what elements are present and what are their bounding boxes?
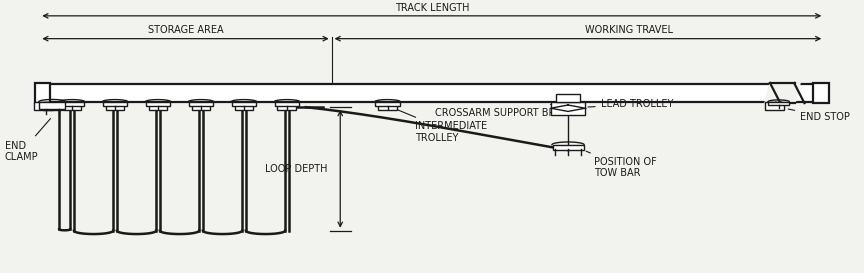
Bar <box>146 102 170 106</box>
Text: TRACK LENGTH: TRACK LENGTH <box>395 3 469 13</box>
Bar <box>559 102 577 110</box>
Bar <box>60 102 85 106</box>
Text: INTERMEDIATE
TROLLEY: INTERMEDIATE TROLLEY <box>397 109 487 143</box>
Bar <box>188 102 213 106</box>
Polygon shape <box>765 83 800 103</box>
Text: CROSSARM SUPPORT BRACKET: CROSSARM SUPPORT BRACKET <box>435 102 587 118</box>
Bar <box>35 83 50 103</box>
Text: WORKING TRAVEL: WORKING TRAVEL <box>586 25 674 35</box>
Bar <box>378 102 397 110</box>
Bar <box>813 83 829 103</box>
Bar <box>768 102 789 105</box>
Text: END
CLAMP: END CLAMP <box>5 119 50 162</box>
Text: STORAGE AREA: STORAGE AREA <box>148 25 223 35</box>
Bar <box>149 102 168 110</box>
Bar <box>40 102 65 109</box>
Bar <box>105 102 124 110</box>
Bar <box>765 102 784 110</box>
Bar <box>103 102 127 106</box>
Bar <box>277 102 296 110</box>
Text: POSITION OF
TOW BAR: POSITION OF TOW BAR <box>586 151 657 179</box>
Text: LOOP DEPTH: LOOP DEPTH <box>265 164 327 174</box>
Bar <box>62 102 81 110</box>
Bar <box>234 102 253 110</box>
Bar <box>551 102 585 115</box>
Bar <box>232 102 257 106</box>
Bar <box>275 102 299 106</box>
Bar <box>40 84 824 102</box>
Bar <box>553 145 583 150</box>
Text: LEAD TROLLEY: LEAD TROLLEY <box>588 99 673 109</box>
Text: END STOP: END STOP <box>788 109 850 121</box>
Bar <box>556 94 580 102</box>
Bar <box>375 102 400 106</box>
Bar <box>192 102 211 110</box>
Bar <box>43 102 61 110</box>
Bar <box>35 102 53 110</box>
